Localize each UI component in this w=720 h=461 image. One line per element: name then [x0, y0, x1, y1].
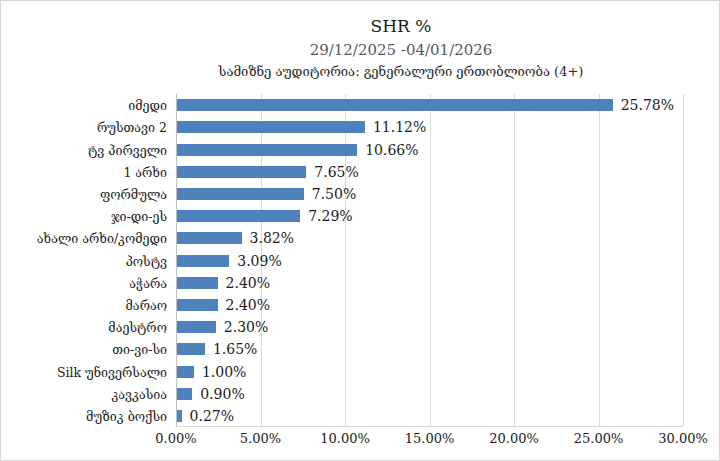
bar [177, 144, 357, 156]
value-label: 3.09% [237, 253, 281, 269]
value-label: 1.65% [213, 341, 257, 357]
chart-canvas: SHR % 29/12/2025 -04/01/2026 სამიზნე აუდ… [0, 0, 720, 461]
value-label: 7.65% [314, 164, 358, 180]
x-tick-label: 20.00% [489, 431, 539, 446]
value-label: 2.40% [226, 297, 270, 313]
bar [177, 410, 182, 422]
category-label: მუზიკ ბოქსი [1, 408, 167, 423]
x-tick-label: 5.00% [240, 431, 281, 446]
bar [177, 232, 242, 244]
category-axis-labels: იმედი რუსთავი 2 ტვ პირველი 1 არხი ფორმულა ჯი-… [1, 94, 167, 427]
x-tick-label: 30.00% [658, 431, 708, 446]
value-axis-labels: 0.00%5.00%10.00%15.00%20.00%25.00%30.00% [176, 431, 683, 453]
chart-audience-note: სამიზნე აუდიტორია: გენერალური ერთობლიობა… [81, 64, 720, 79]
category-label: იმედი [1, 98, 167, 113]
category-label: აჭარა [1, 275, 167, 290]
bar [177, 299, 218, 311]
category-label: ფორმულა [1, 186, 167, 201]
gridline [514, 94, 515, 426]
category-label: Silk უნივერსალი [1, 364, 167, 379]
value-label: 2.40% [226, 275, 270, 291]
bar [177, 121, 365, 133]
x-tick-label: 0.00% [155, 431, 196, 446]
value-label: 25.78% [621, 97, 674, 113]
x-tick-label: 25.00% [574, 431, 624, 446]
category-label: კავკასია [1, 386, 167, 401]
category-label: მაესტრო [1, 320, 167, 335]
value-label: 11.12% [373, 119, 426, 135]
value-label: 7.50% [312, 186, 356, 202]
bar [177, 188, 304, 200]
chart-subtitle-date-range: 29/12/2025 -04/01/2026 [81, 41, 720, 59]
bar [177, 366, 194, 378]
x-tick-label: 10.00% [320, 431, 370, 446]
bar [177, 166, 306, 178]
gridline [599, 94, 600, 426]
gridline [683, 94, 684, 426]
bar [177, 210, 300, 222]
chart-title: SHR % [81, 16, 720, 36]
category-label: რუსთავი 2 [1, 120, 167, 135]
category-label: თი-ვი-სი [1, 342, 167, 357]
value-label: 7.29% [308, 208, 352, 224]
value-label: 10.66% [365, 142, 418, 158]
x-tick-label: 15.00% [405, 431, 455, 446]
value-label: 0.90% [200, 386, 244, 402]
category-label: ახალი არხი/კომედი [1, 231, 167, 246]
bar [177, 321, 216, 333]
bar [177, 277, 218, 289]
bar [177, 99, 613, 111]
value-label: 3.82% [250, 230, 294, 246]
bar [177, 255, 229, 267]
value-label: 0.27% [190, 408, 234, 424]
bar [177, 343, 205, 355]
category-label: ტვ პირველი [1, 142, 167, 157]
category-label: 1 არხი [1, 164, 167, 179]
bar [177, 388, 192, 400]
plot-area: 25.78% 11.12% 10.66% 7.65% 7.50% 7.29% 3.82% 3.… [176, 94, 683, 427]
value-label: 2.30% [224, 319, 268, 335]
value-label: 1.00% [202, 364, 246, 380]
category-label: ჯი-დი-ეს [1, 209, 167, 224]
category-label: მარაო [1, 297, 167, 312]
category-label: პოსტვ [1, 253, 167, 268]
gridline [430, 94, 431, 426]
